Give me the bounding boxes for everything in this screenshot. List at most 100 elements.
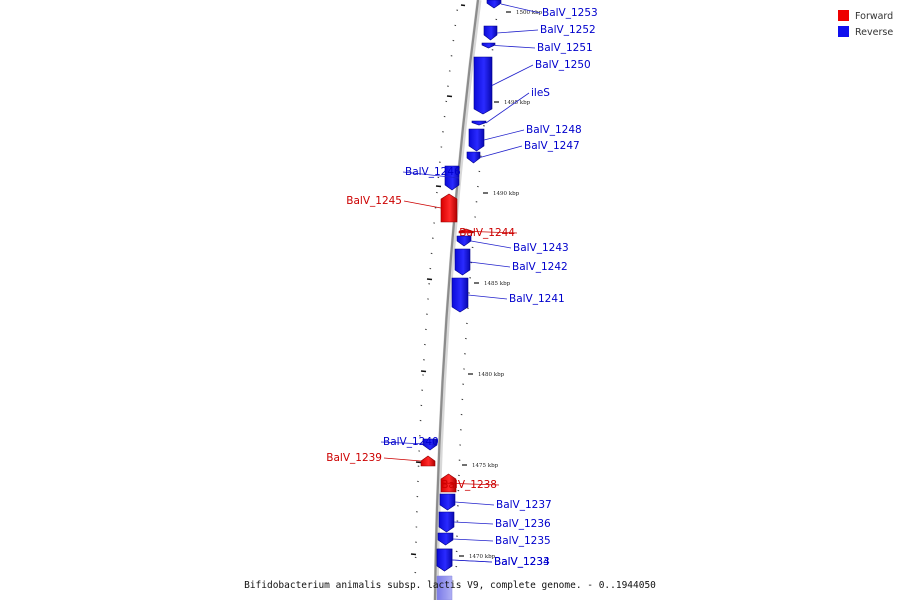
gene-arrow[interactable]	[438, 511, 455, 533]
gene-leader-line	[403, 200, 442, 209]
genome-backbone	[433, 0, 480, 600]
gene-BalV_1233[interactable]: BalV_1233	[436, 548, 550, 572]
scale-label: 1470 kbp	[469, 554, 496, 560]
legend-reverse-label: Reverse	[855, 27, 893, 38]
gene-BalV_1242[interactable]: BalV_1242	[454, 248, 568, 276]
gene-arrow[interactable]	[473, 56, 493, 115]
gene-leader-line	[491, 64, 534, 86]
gene-leader-line	[496, 29, 539, 34]
gene-BalV_1235[interactable]: BalV_1235	[437, 532, 551, 547]
gene-BalV_1237[interactable]: BalV_1237	[439, 493, 552, 511]
gene-label[interactable]: BalV_1251	[537, 42, 593, 54]
gene-label[interactable]: BalV_1240	[383, 436, 439, 448]
gene-label[interactable]: BalV_1244	[459, 227, 515, 239]
gene-BalV_1239[interactable]: BalV_1239	[326, 452, 436, 467]
gene-leader-line	[467, 294, 508, 300]
gene-label[interactable]: BalV_1235	[495, 535, 551, 547]
legend-reverse-swatch	[838, 26, 849, 37]
gene-arrow[interactable]	[456, 235, 472, 247]
gene-label[interactable]: BalV_1252	[540, 24, 596, 36]
gene-label[interactable]: BalV_1253	[542, 7, 598, 19]
scale-label: 1475 kbp	[472, 463, 499, 469]
gene-arrow[interactable]	[486, 0, 502, 9]
gene-arrow[interactable]	[483, 25, 498, 41]
gene-arrow[interactable]	[444, 165, 460, 191]
gene-label[interactable]: BalV_1238	[441, 479, 497, 491]
scale-label: 1480 kbp	[478, 372, 505, 378]
gene-label[interactable]: BalV_1236	[495, 518, 551, 530]
gene-leader-line	[454, 501, 495, 506]
gene-leader-line	[494, 45, 536, 49]
scale-label: 1500 kbp	[516, 10, 543, 16]
gene-label[interactable]: BalV_1250	[535, 59, 591, 71]
scale-labels: 1500 kbp 1495 kbp 1490 kbp 1485 kbp 1480 kbp…	[459, 10, 543, 560]
gene-arrow[interactable]	[471, 120, 487, 126]
gene-leader-line	[451, 559, 493, 563]
gene-BalV_1245[interactable]: BalV_1245	[346, 193, 458, 223]
gene-arrow[interactable]	[439, 493, 456, 511]
gene-BalV_1243[interactable]: BalV_1243	[456, 235, 569, 254]
gene-BalV_1236[interactable]: BalV_1236	[438, 511, 551, 533]
gene-leader-line	[479, 145, 523, 158]
gene-leader-line	[469, 261, 511, 268]
gene-leader-line	[483, 129, 525, 141]
gene-label[interactable]: ileS	[531, 87, 550, 99]
gene-leader-line	[453, 521, 494, 525]
gene-arrow[interactable]	[436, 548, 453, 572]
gene-label[interactable]: BalV_1248	[526, 124, 582, 136]
gene-label[interactable]: BalV_1246	[405, 166, 461, 178]
gene-leader-line	[383, 457, 422, 462]
gene-leader-line	[485, 92, 530, 124]
gene-label[interactable]: BalV_1241	[509, 293, 565, 305]
gene-BalV_1251[interactable]: BalV_1251	[481, 42, 593, 54]
major-tick	[420, 370, 427, 373]
gene-BalV_1248[interactable]: BalV_1248	[468, 124, 582, 152]
gene-arrow[interactable]	[420, 455, 436, 467]
gene-BalV_1252[interactable]: BalV_1252	[483, 24, 596, 41]
gene-label[interactable]: BalV_1247	[524, 140, 580, 152]
gene-label[interactable]: BalV_1239	[326, 452, 382, 464]
gene-leader-line	[402, 171, 460, 179]
legend-forward-swatch	[838, 10, 849, 21]
gene-BalV_1241[interactable]: BalV_1241	[451, 277, 565, 313]
gene-leader-line	[380, 441, 438, 445]
scale-label: 1485 kbp	[484, 281, 511, 287]
gene-label[interactable]: BalV_1233	[494, 556, 550, 568]
major-tick	[446, 95, 453, 98]
major-tick	[426, 278, 433, 281]
gene-BalV_1240[interactable]: BalV_1240	[380, 436, 439, 451]
legend: Forward Reverse	[838, 10, 893, 38]
gene-BalV_1246[interactable]: BalV_1246	[402, 165, 461, 191]
major-tick	[410, 553, 417, 556]
legend-forward-label: Forward	[855, 11, 893, 22]
gene-arrow[interactable]	[440, 193, 458, 223]
gene-label[interactable]: BalV_1242	[512, 261, 568, 273]
gene-leader-line	[452, 538, 494, 542]
gene-arrow[interactable]	[481, 42, 496, 49]
gene-partial-bottom	[436, 575, 453, 600]
gene-ileS[interactable]: ileS	[471, 87, 550, 126]
gene-arrow[interactable]	[468, 128, 485, 152]
gene-arrow[interactable]	[437, 532, 454, 546]
major-tick	[460, 4, 466, 7]
gene-BalV_1250[interactable]: BalV_1250	[473, 56, 591, 115]
gene-features: BalV_1253 BalV_1252 BalV_1251 BalV_1250 ileS…	[326, 0, 598, 600]
gene-leader-line	[458, 230, 518, 234]
gene-BalV_1253[interactable]: BalV_1253	[486, 0, 598, 19]
gene-label[interactable]: BalV_1243	[513, 242, 569, 254]
gene-label[interactable]: BalV_1237	[496, 499, 552, 511]
gene-BalV_1247[interactable]: BalV_1247	[466, 140, 580, 164]
gene-label[interactable]: BalV_1234	[494, 556, 550, 568]
gene-BalV_1244[interactable]: BalV_1244	[458, 227, 518, 239]
gene-arrow[interactable]	[454, 248, 471, 276]
major-tick	[435, 185, 442, 188]
major-tick	[415, 461, 422, 464]
gene-label[interactable]: BalV_1245	[346, 195, 402, 207]
gene-arrow[interactable]	[466, 151, 481, 164]
gene-leader-line	[470, 240, 512, 249]
gene-arrow[interactable]	[451, 277, 469, 313]
scale-label: 1495 kbp	[504, 100, 531, 106]
gene-BalV_1238[interactable]: BalV_1238	[440, 473, 500, 493]
gene-leader-line	[500, 3, 541, 14]
